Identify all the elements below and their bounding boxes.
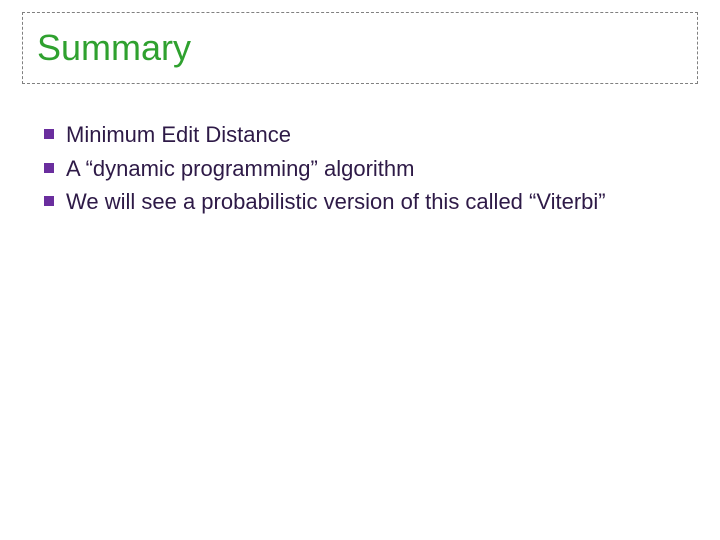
- bullet-text: Minimum Edit Distance: [66, 120, 291, 150]
- list-item: A “dynamic programming” algorithm: [44, 154, 676, 184]
- title-box: Summary: [22, 12, 698, 84]
- slide-title: Summary: [37, 28, 191, 68]
- body-area: Minimum Edit Distance A “dynamic program…: [44, 120, 676, 221]
- bullet-text: A “dynamic programming” algorithm: [66, 154, 414, 184]
- bullet-icon: [44, 163, 54, 173]
- bullet-icon: [44, 129, 54, 139]
- list-item: We will see a probabilistic version of t…: [44, 187, 676, 217]
- bullet-icon: [44, 196, 54, 206]
- list-item: Minimum Edit Distance: [44, 120, 676, 150]
- slide: Summary Minimum Edit Distance A “dynamic…: [0, 0, 720, 540]
- bullet-text: We will see a probabilistic version of t…: [66, 187, 606, 217]
